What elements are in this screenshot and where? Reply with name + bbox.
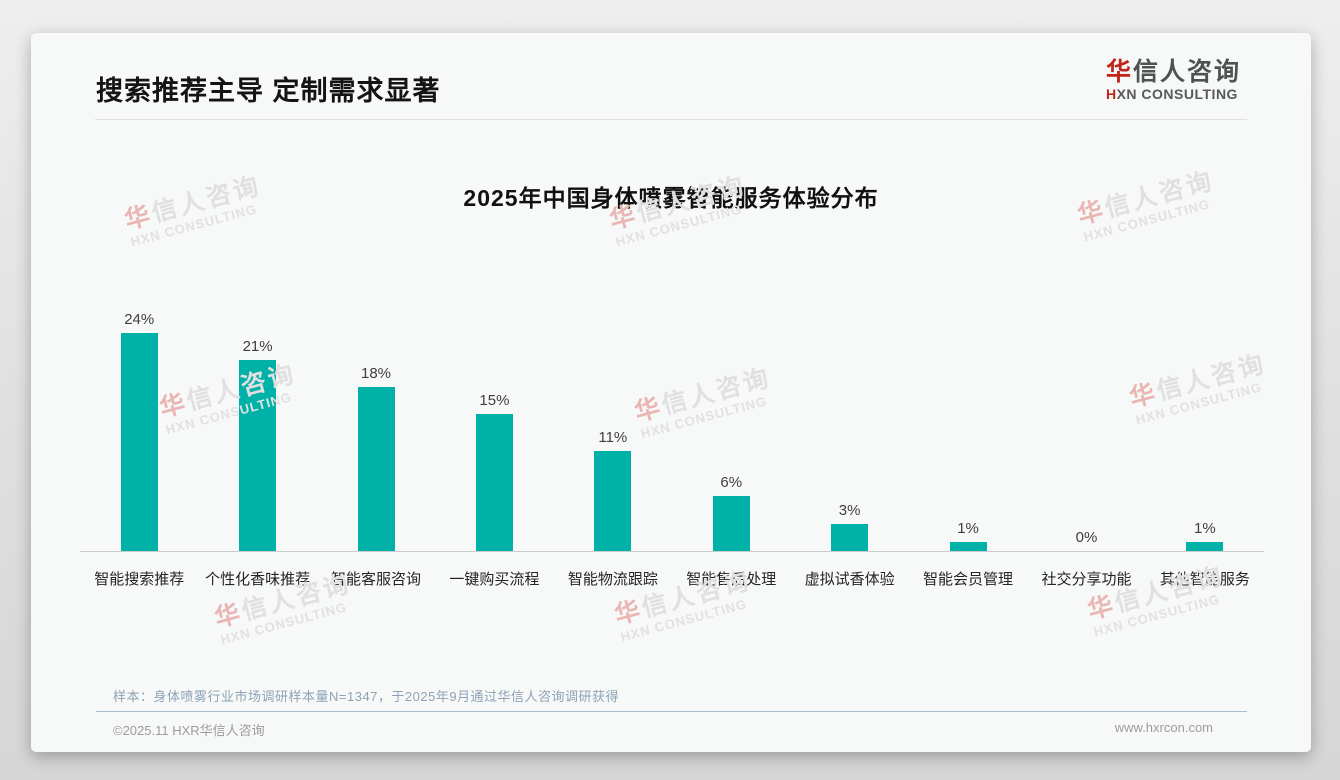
footer-website: www.hxrcon.com [1114,720,1213,735]
bar-group: 18% [317,365,435,551]
logo-chinese-name: 华信人咨询 [1106,57,1241,87]
bar [475,414,513,551]
category-label: 智能客服咨询 [331,571,422,588]
bar-value-label: 6% [720,474,743,491]
logo-english-name: HXN CONSULTING [1105,86,1241,102]
bar-group: 11% [554,429,672,551]
category-label: 其他智能服务 [1159,571,1250,588]
bar [239,360,277,551]
bar-group: 3% [790,502,908,551]
bar-group: 0% [1027,529,1145,551]
bar-value-label: 18% [361,365,392,382]
bar-value-label: 0% [1075,529,1098,546]
category-label: 智能会员管理 [923,571,1014,588]
bar-group: 21% [198,338,316,551]
bar-value-label: 11% [598,429,628,446]
category-label: 智能售后处理 [686,571,777,588]
page-title: 搜索推荐主导 定制需求显著 [96,76,441,106]
sample-note: 样本：身体喷雾行业市场调研样本量N=1347，于2025年9月通过华信人咨询调研… [113,689,620,704]
category-label: 虚拟试香体验 [804,571,895,588]
bar [949,542,987,551]
category-label: 智能搜索推荐 [94,571,185,588]
bar [120,333,158,551]
bar-value-label: 1% [1194,520,1216,537]
bar-value-label: 3% [838,502,861,519]
bar [712,496,750,551]
bar-value-label: 1% [957,520,979,537]
chart-plot-area: 24% 21% 18% 15% 11% 6% 3% 1% 0% 1% [80,297,1264,552]
bar-group: 15% [435,392,553,551]
bar [831,524,869,551]
category-label: 社交分享功能 [1041,571,1132,588]
chart-category-axis: 智能搜索推荐 个性化香味推荐 智能客服咨询 一键购买流程 智能物流跟踪 智能售后处理 虚拟试… [80,552,1264,589]
bar [357,387,395,551]
logo-cn-first-char: 华 [1105,58,1133,86]
logo-en-first-char: H [1105,86,1117,102]
footer-divider [96,711,1247,712]
bar-value-label: 24% [124,311,155,328]
bar [1186,542,1224,551]
bar-group: 6% [672,474,790,551]
bar-group: 1% [1146,520,1264,551]
company-logo: 华信人咨询 HXN CONSULTING [1106,57,1241,102]
category-label: 个性化香味推荐 [205,571,311,588]
bar-chart: 24% 21% 18% 15% 11% 6% 3% 1% 0% 1% 智能搜索推荐 个性化香味推荐智… [80,297,1264,589]
bar-group: 1% [909,520,1027,551]
chart-title: 2025年中国身体喷雾智能服务体验分布 [463,185,879,211]
category-label: 一键购买流程 [449,571,540,588]
report-card: 搜索推荐主导 定制需求显著 华信人咨询 HXN CONSULTING 2025年… [31,33,1311,752]
bar-value-label: 21% [242,338,273,355]
footer-copyright: ©2025.11 HXR华信人咨询 [113,723,265,738]
logo-cn-rest: 信人咨询 [1132,58,1241,86]
bar [594,451,632,551]
logo-en-rest: XN CONSULTING [1116,86,1238,102]
bar-value-label: 15% [479,392,510,409]
bar-group: 24% [80,311,198,551]
header-divider [95,119,1247,120]
category-label: 智能物流跟踪 [567,571,658,588]
